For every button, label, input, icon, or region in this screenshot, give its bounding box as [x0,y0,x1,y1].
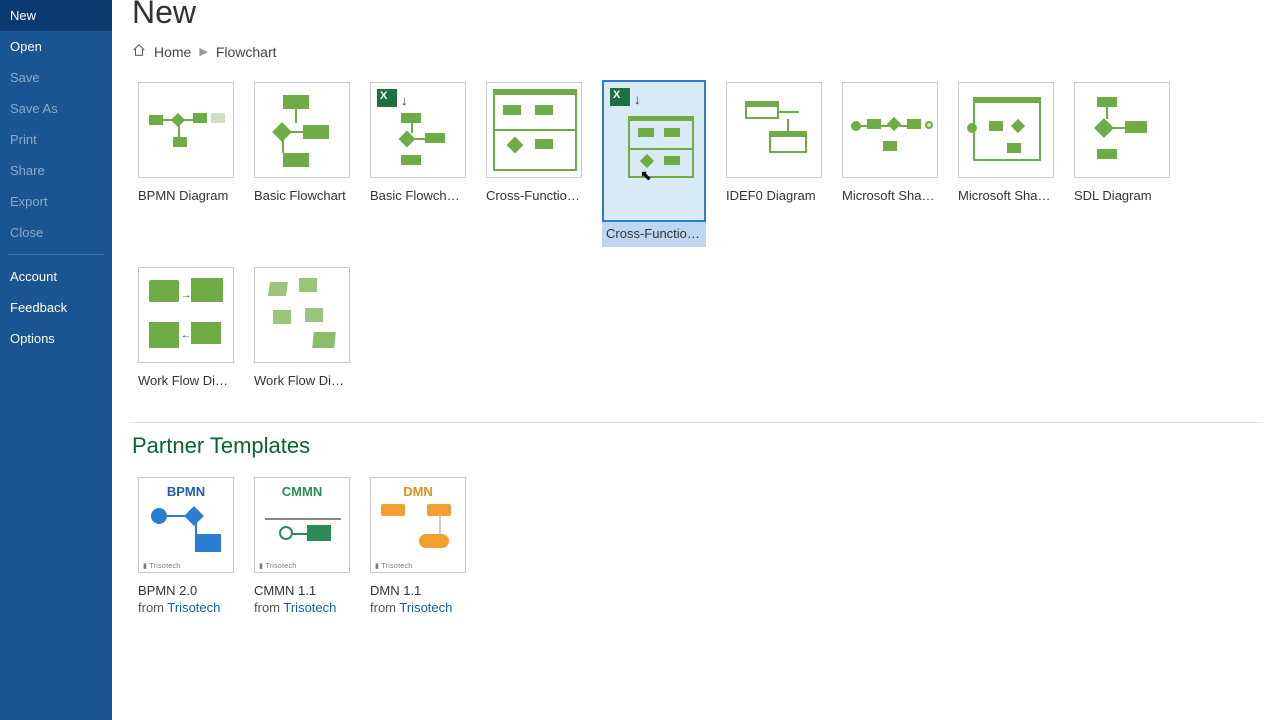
sidebar-item-feedback[interactable]: Feedback [0,292,112,323]
template-thumb: ↓ ⬉ [602,80,706,222]
template-basic-flowchart-data[interactable]: ↓ Basic Flowchart... [370,82,466,247]
template-label: SDL Diagram [1074,188,1170,203]
sidebar-item-close: Close [0,217,112,248]
vendor-link[interactable]: Trisotech [167,600,220,615]
template-thumb [726,82,822,178]
template-thumb [958,82,1054,178]
template-label: Basic Flowchart... [370,188,466,203]
partner-template-cmmn[interactable]: CMMN ▮ Trisotech CMMN 1.1 from Trisotech [254,477,350,615]
template-bpmn-diagram[interactable]: BPMN Diagram [138,82,234,247]
template-workflow-2[interactable]: Work Flow Diagr... [254,267,350,388]
partner-name: CMMN 1.1 [254,583,350,598]
template-label: Basic Flowchart [254,188,350,203]
template-idef0-diagram[interactable]: IDEF0 Diagram [726,82,822,247]
partner-thumb: DMN ▮ Trisotech [370,477,466,573]
partner-template-bpmn[interactable]: BPMN ▮ Trisotech BPMN 2.0 from Trisotech [138,477,234,615]
template-label: Cross-Functional... [602,226,706,241]
breadcrumb: Home ▶ Flowchart [132,43,1262,60]
sidebar-item-save: Save [0,62,112,93]
excel-icon [610,88,630,106]
templates-grid: BPMN Diagram Basic Flowchart ↓ [138,82,1262,388]
vendor-mark: ▮ Trisotech [375,562,413,570]
partner-badge: CMMN [282,484,322,499]
template-label: Microsoft Share... [842,188,938,203]
partner-from: from Trisotech [138,600,234,615]
template-thumb [842,82,938,178]
partner-from: from Trisotech [370,600,466,615]
backstage-sidebar: New Open Save Save As Print Share Export… [0,0,112,720]
template-sdl-diagram[interactable]: SDL Diagram [1074,82,1170,247]
import-arrow-icon: ↓ [401,93,408,108]
sidebar-divider [8,254,104,255]
vendor-link[interactable]: Trisotech [283,600,336,615]
partner-templates-grid: BPMN ▮ Trisotech BPMN 2.0 from Trisotech… [138,477,1262,615]
template-thumb: ↓ [370,82,466,178]
template-label: Microsoft Share... [958,188,1054,203]
sidebar-item-share: Share [0,155,112,186]
partner-thumb: CMMN ▮ Trisotech [254,477,350,573]
template-sharepoint-workflow-2[interactable]: Microsoft Share... [958,82,1054,247]
sidebar-item-open[interactable]: Open [0,31,112,62]
template-sharepoint-workflow-1[interactable]: Microsoft Share... [842,82,938,247]
home-icon [132,43,146,60]
main-panel: New Home ▶ Flowchart BPMN Diagram [112,0,1280,720]
partner-template-dmn[interactable]: DMN ▮ Trisotech DMN 1.1 from Trisotech [370,477,466,615]
template-cross-functional[interactable]: Cross-Functional... [486,82,582,247]
template-thumb [254,267,350,363]
breadcrumb-home[interactable]: Home [154,44,191,60]
vendor-mark: ▮ Trisotech [143,562,181,570]
partner-name: BPMN 2.0 [138,583,234,598]
sidebar-item-save-as: Save As [0,93,112,124]
partner-name: DMN 1.1 [370,583,466,598]
template-label: BPMN Diagram [138,188,234,203]
template-thumb [1074,82,1170,178]
template-label: Work Flow Diagr... [138,373,234,388]
sidebar-item-print: Print [0,124,112,155]
excel-icon [377,89,397,107]
import-arrow-icon: ↓ [634,92,641,107]
sidebar-item-export: Export [0,186,112,217]
template-thumb: → ← [138,267,234,363]
template-workflow-1[interactable]: → ← Work Flow Diagr... [138,267,234,388]
template-label: IDEF0 Diagram [726,188,822,203]
template-label: Work Flow Diagr... [254,373,350,388]
page-title: New [132,0,1262,31]
vendor-link[interactable]: Trisotech [399,600,452,615]
partner-thumb: BPMN ▮ Trisotech [138,477,234,573]
template-label: Cross-Functional... [486,188,582,203]
partner-badge: DMN [403,484,433,499]
breadcrumb-separator-icon: ▶ [199,45,207,58]
sidebar-item-options[interactable]: Options [0,323,112,354]
template-thumb [486,82,582,178]
section-divider [130,422,1262,423]
template-basic-flowchart[interactable]: Basic Flowchart [254,82,350,247]
template-thumb [254,82,350,178]
breadcrumb-flowchart[interactable]: Flowchart [216,44,277,60]
partner-from: from Trisotech [254,600,350,615]
partner-templates-title: Partner Templates [132,433,1262,459]
template-cross-functional-data[interactable]: ↓ ⬉ Cross-Functional... [602,82,706,247]
sidebar-item-new[interactable]: New [0,0,112,31]
sidebar-item-account[interactable]: Account [0,261,112,292]
template-thumb [138,82,234,178]
vendor-mark: ▮ Trisotech [259,562,297,570]
partner-badge: BPMN [167,484,205,499]
